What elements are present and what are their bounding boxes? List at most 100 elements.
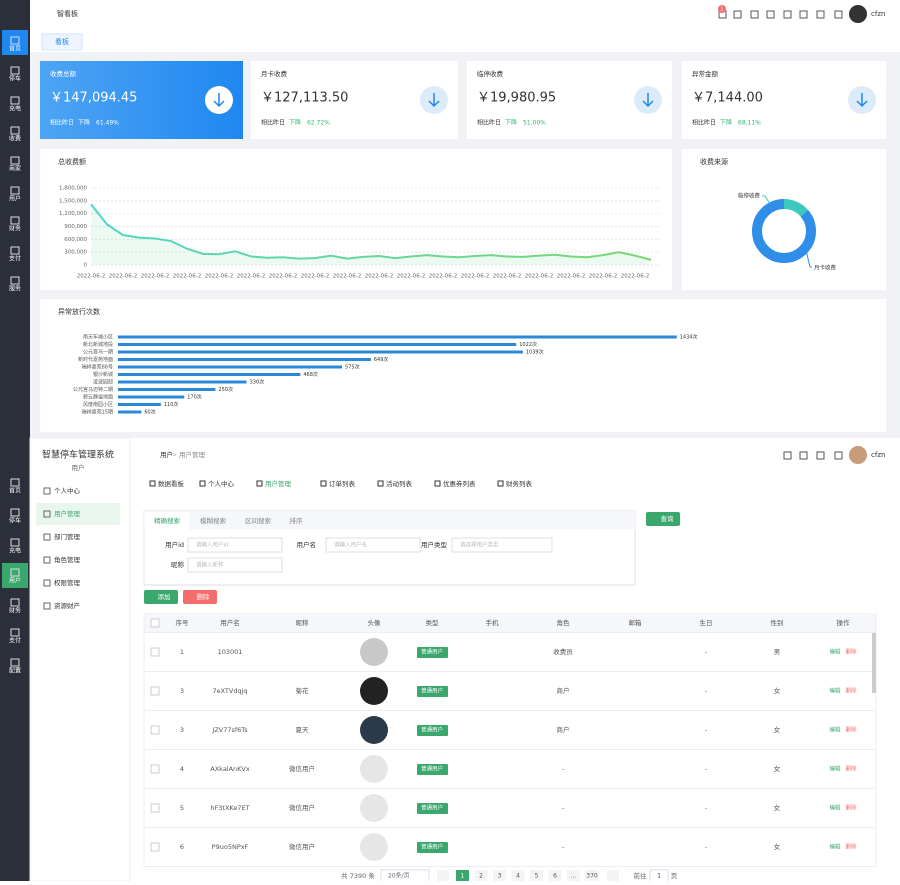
checkbox[interactable]	[150, 618, 160, 628]
sidebar-item[interactable]: 停车	[9, 517, 21, 525]
sidebar-active	[2, 30, 28, 55]
delete-link[interactable]: 删除	[845, 804, 857, 812]
menu-item[interactable]: 用户管理	[54, 509, 81, 518]
search-button[interactable]	[646, 512, 680, 526]
x-tick-label: 2022-06-2	[429, 274, 457, 280]
sidebar-item[interactable]: 首页	[9, 45, 21, 53]
page-number[interactable]: 370	[586, 873, 598, 880]
sidebar-item[interactable]: 支付	[9, 255, 21, 263]
y-tick-label: 1,500,000	[59, 198, 87, 204]
page-button[interactable]	[548, 870, 562, 882]
label: 月卡收费	[261, 69, 288, 78]
bar	[118, 388, 216, 391]
checkbox[interactable]	[150, 842, 160, 852]
checkbox[interactable]	[150, 803, 160, 813]
edit-link[interactable]: 编辑	[829, 726, 841, 734]
edit-link[interactable]: 编辑	[829, 648, 841, 656]
menu-item[interactable]: 角色管理	[54, 555, 81, 564]
tab-bar	[30, 30, 900, 52]
input[interactable]	[187, 557, 283, 573]
nav-tab[interactable]: 个人中心	[208, 479, 235, 488]
menu-item[interactable]: 资源财产	[54, 601, 81, 610]
search-tab[interactable]: 精确搜索	[154, 516, 181, 525]
nav-tab[interactable]: 优惠券列表	[443, 479, 476, 488]
search-tab[interactable]: 排序	[290, 516, 304, 525]
sidebar-item[interactable]: 充电	[9, 547, 21, 555]
sidebar-item[interactable]: 用户	[9, 577, 21, 585]
page-number[interactable]: 3	[498, 873, 502, 880]
checkbox[interactable]	[150, 764, 160, 774]
page-button[interactable]	[567, 870, 580, 882]
delete-link[interactable]: 删除	[845, 843, 857, 851]
cell: -	[562, 843, 565, 851]
placeholder: 请选择用户类型	[460, 541, 499, 549]
page-button[interactable]	[493, 870, 506, 882]
page-button[interactable]	[585, 870, 599, 882]
menu-item[interactable]: 权限管理	[54, 578, 81, 587]
checkbox[interactable]	[150, 725, 160, 735]
page-number[interactable]: 4	[516, 873, 520, 880]
nav-tab[interactable]: 数据看板	[158, 479, 185, 488]
input[interactable]	[325, 537, 421, 553]
leader	[805, 249, 812, 268]
sidebar-item[interactable]: 收费	[9, 135, 21, 143]
page-button[interactable]	[474, 870, 488, 882]
search-tab[interactable]: 区间搜索	[245, 516, 272, 525]
sidebar-item[interactable]: 服务	[9, 285, 21, 293]
nav-tab[interactable]: 财务列表	[506, 479, 533, 488]
page-button[interactable]	[456, 870, 469, 882]
button-label[interactable]: 查询	[661, 514, 675, 523]
legend-label: 临停收费	[738, 192, 761, 200]
page-number[interactable]: 2	[479, 873, 483, 880]
legend-label: 月卡收费	[814, 264, 837, 272]
sidebar-item[interactable]: 充电	[9, 105, 21, 113]
search-tab[interactable]: 模糊搜索	[200, 516, 227, 525]
cell: -	[705, 804, 708, 812]
separator: >	[172, 452, 177, 459]
page-number[interactable]: …	[571, 873, 577, 880]
input[interactable]	[451, 537, 553, 553]
checkbox[interactable]	[150, 686, 160, 696]
sidebar-item[interactable]: 停车	[9, 75, 21, 83]
menu-item[interactable]: 部门管理	[54, 532, 81, 541]
page-number[interactable]: 6	[553, 873, 557, 880]
prev[interactable]	[437, 870, 449, 882]
button-label[interactable]: 添加	[158, 592, 171, 601]
icon	[816, 451, 825, 460]
table-row	[143, 671, 877, 711]
tab-label[interactable]: 看板	[55, 37, 69, 46]
next[interactable]	[607, 870, 619, 882]
page-button[interactable]	[511, 870, 525, 882]
delete-button[interactable]	[183, 590, 217, 604]
page-number[interactable]: 5	[535, 873, 539, 880]
sidebar-item[interactable]: 财务	[9, 607, 21, 615]
icon	[783, 10, 792, 19]
button-label[interactable]: 删除	[197, 592, 211, 601]
sidebar-item[interactable]: 用户	[9, 195, 21, 203]
delete-link[interactable]: 删除	[845, 726, 857, 734]
add-button[interactable]	[144, 590, 178, 604]
page-number[interactable]: 1	[461, 873, 465, 880]
delete-link[interactable]: 删除	[845, 648, 857, 656]
menu-item[interactable]: 个人中心	[54, 486, 81, 495]
sidebar-item[interactable]: 配置	[9, 668, 21, 675]
nav-tab[interactable]: 订单列表	[329, 479, 356, 488]
delete-link[interactable]: 删除	[845, 765, 857, 773]
sidebar-item[interactable]: 首页	[9, 487, 21, 495]
table-row	[143, 749, 877, 789]
chart-title: 收费来源	[700, 157, 728, 166]
sidebar-item[interactable]: 支付	[9, 637, 21, 645]
delete-link[interactable]: 删除	[845, 687, 857, 695]
sidebar-item[interactable]: 商家	[9, 165, 21, 173]
nav-tab[interactable]: 活动列表	[386, 479, 413, 488]
checkbox[interactable]	[150, 647, 160, 657]
edit-link[interactable]: 编辑	[829, 765, 841, 773]
page-button[interactable]	[530, 870, 543, 882]
edit-link[interactable]: 编辑	[829, 843, 841, 851]
value-label: 250次	[218, 386, 233, 393]
nav-tab[interactable]: 用户管理	[265, 479, 292, 488]
edit-link[interactable]: 编辑	[829, 804, 841, 812]
edit-link[interactable]: 编辑	[829, 687, 841, 695]
sidebar-item[interactable]: 财务	[9, 225, 21, 233]
input[interactable]	[187, 537, 283, 553]
